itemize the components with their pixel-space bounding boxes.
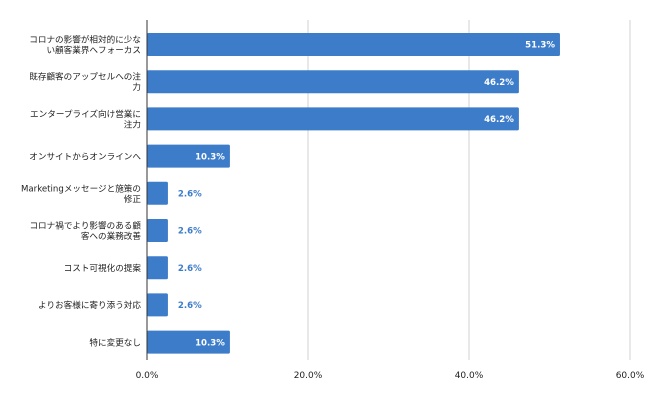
value-label-0: 51.3% [525, 41, 555, 51]
category-label-2: エンタープライズ向け営業に注力 [30, 108, 141, 131]
bar-0 [147, 33, 560, 56]
category-label-1: 既存顧客のアップセルへの注力 [29, 71, 141, 94]
value-label-7: 2.6% [178, 301, 202, 311]
bar-7 [147, 293, 168, 317]
category-label-7: よりお客様に寄り添う対応 [38, 299, 141, 311]
value-label-2: 46.2% [484, 115, 514, 125]
value-label-1: 46.2% [484, 78, 514, 88]
axis-layer: 0.0% 20.0% 40.0% 60.0% [136, 20, 645, 381]
value-label-6: 2.6% [178, 264, 202, 274]
category-label-4: Marketingメッセージと施策の修正 [21, 182, 141, 205]
bar-3 [147, 144, 230, 168]
bar-layer [147, 33, 560, 354]
bar-5 [147, 219, 168, 242]
value-label-4: 2.6% [178, 190, 202, 200]
value-label-8: 10.3% [195, 338, 225, 348]
bar-2 [147, 107, 519, 131]
category-label-0: コロナの影響が相対的に少ない顧客業界へフォーカス [29, 33, 141, 56]
category-label-5: コロナ禍でより影響のある顧客への業務改善 [29, 219, 141, 242]
category-label-6: コスト可視化の提案 [64, 262, 142, 274]
bar-4 [147, 181, 168, 205]
bar-6 [147, 256, 168, 280]
category-label-3: オンサイトからオンラインへ [29, 151, 141, 162]
value-label-5: 2.6% [178, 227, 202, 237]
x-tick-label-0: 0.0% [136, 371, 159, 381]
x-tick-label-2: 40.0% [455, 371, 484, 381]
bar-1 [147, 70, 519, 94]
label-layer: コロナの影響が相対的に少ない顧客業界へフォーカス 51.3% 既存顧客のアップセルへ… [21, 33, 555, 348]
value-label-3: 10.3% [195, 152, 225, 162]
bar-8 [147, 330, 230, 354]
x-tick-label-1: 20.0% [294, 371, 323, 381]
category-label-8: 特に変更なし [89, 336, 141, 348]
x-tick-label-3: 60.0% [616, 371, 645, 381]
